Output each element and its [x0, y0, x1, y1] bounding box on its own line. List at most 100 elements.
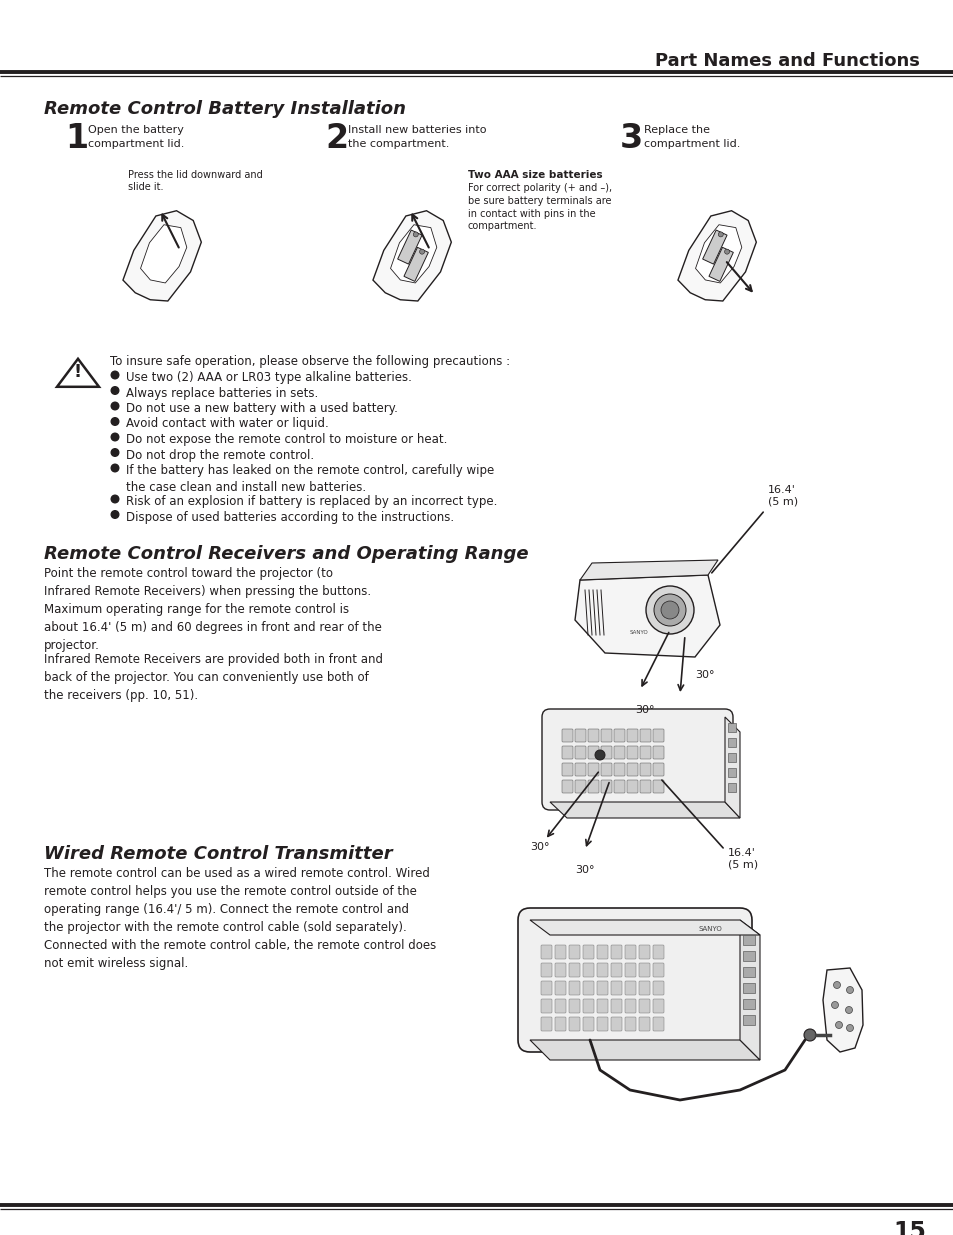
Circle shape — [112, 511, 119, 519]
FancyBboxPatch shape — [626, 746, 638, 760]
Text: SANYO: SANYO — [698, 926, 721, 932]
Text: Use two (2) AAA or LR03 type alkaline batteries.: Use two (2) AAA or LR03 type alkaline ba… — [126, 370, 412, 384]
FancyBboxPatch shape — [742, 967, 754, 977]
FancyBboxPatch shape — [597, 945, 607, 960]
FancyBboxPatch shape — [587, 763, 598, 776]
FancyBboxPatch shape — [639, 963, 649, 977]
Polygon shape — [57, 359, 99, 387]
FancyBboxPatch shape — [561, 746, 573, 760]
FancyBboxPatch shape — [652, 981, 663, 995]
FancyBboxPatch shape — [639, 729, 650, 742]
Text: 30°: 30° — [530, 842, 549, 852]
FancyBboxPatch shape — [555, 981, 565, 995]
Circle shape — [112, 417, 119, 425]
Text: 3: 3 — [619, 122, 642, 156]
FancyBboxPatch shape — [614, 763, 624, 776]
Circle shape — [112, 372, 119, 379]
FancyBboxPatch shape — [652, 729, 663, 742]
FancyBboxPatch shape — [517, 908, 751, 1052]
FancyBboxPatch shape — [639, 945, 649, 960]
FancyBboxPatch shape — [597, 981, 607, 995]
FancyBboxPatch shape — [652, 945, 663, 960]
FancyBboxPatch shape — [555, 1016, 565, 1031]
Text: Two AAA size batteries: Two AAA size batteries — [468, 170, 602, 180]
Circle shape — [112, 403, 119, 410]
Polygon shape — [822, 968, 862, 1052]
Text: 30°: 30° — [575, 864, 594, 876]
FancyBboxPatch shape — [610, 963, 621, 977]
Circle shape — [413, 232, 417, 237]
FancyBboxPatch shape — [639, 781, 650, 793]
FancyBboxPatch shape — [561, 781, 573, 793]
FancyBboxPatch shape — [626, 763, 638, 776]
FancyBboxPatch shape — [555, 999, 565, 1013]
FancyBboxPatch shape — [575, 763, 585, 776]
Circle shape — [112, 464, 119, 472]
FancyBboxPatch shape — [587, 781, 598, 793]
FancyBboxPatch shape — [639, 746, 650, 760]
FancyBboxPatch shape — [639, 763, 650, 776]
FancyBboxPatch shape — [582, 981, 594, 995]
Text: !: ! — [74, 363, 82, 382]
Text: Remote Control Battery Installation: Remote Control Battery Installation — [44, 100, 406, 119]
FancyBboxPatch shape — [582, 1016, 594, 1031]
FancyBboxPatch shape — [568, 1016, 579, 1031]
FancyBboxPatch shape — [541, 709, 732, 810]
Circle shape — [844, 1007, 852, 1014]
FancyBboxPatch shape — [610, 999, 621, 1013]
Text: Dispose of used batteries according to the instructions.: Dispose of used batteries according to t… — [126, 510, 454, 524]
FancyBboxPatch shape — [652, 781, 663, 793]
Polygon shape — [530, 920, 760, 935]
Circle shape — [112, 495, 119, 503]
Text: Wired Remote Control Transmitter: Wired Remote Control Transmitter — [44, 845, 393, 863]
Text: 1: 1 — [65, 122, 88, 156]
Text: Infrared Remote Receivers are provided both in front and
back of the projector. : Infrared Remote Receivers are provided b… — [44, 653, 382, 701]
FancyBboxPatch shape — [624, 981, 636, 995]
Text: Point the remote control toward the projector (to
Infrared Remote Receivers) whe: Point the remote control toward the proj… — [44, 567, 381, 652]
FancyBboxPatch shape — [561, 763, 573, 776]
Circle shape — [833, 982, 840, 988]
Circle shape — [718, 232, 722, 237]
Text: Install new batteries into
the compartment.: Install new batteries into the compartme… — [348, 125, 486, 148]
FancyBboxPatch shape — [742, 951, 754, 961]
Text: Always replace batteries in sets.: Always replace batteries in sets. — [126, 387, 318, 399]
Circle shape — [845, 987, 853, 993]
FancyBboxPatch shape — [626, 781, 638, 793]
Polygon shape — [373, 211, 451, 301]
Polygon shape — [724, 718, 740, 818]
Text: Do not use a new battery with a used battery.: Do not use a new battery with a used bat… — [126, 403, 397, 415]
FancyBboxPatch shape — [652, 763, 663, 776]
Polygon shape — [702, 230, 726, 264]
FancyBboxPatch shape — [540, 1016, 552, 1031]
Polygon shape — [695, 225, 741, 283]
FancyBboxPatch shape — [555, 945, 565, 960]
Text: Replace the
compartment lid.: Replace the compartment lid. — [643, 125, 740, 148]
Circle shape — [660, 601, 679, 619]
FancyBboxPatch shape — [540, 999, 552, 1013]
FancyBboxPatch shape — [575, 729, 585, 742]
FancyBboxPatch shape — [582, 945, 594, 960]
FancyBboxPatch shape — [727, 753, 735, 762]
Circle shape — [845, 1025, 853, 1031]
Text: 30°: 30° — [635, 705, 654, 715]
Text: 2: 2 — [325, 122, 348, 156]
FancyBboxPatch shape — [652, 1016, 663, 1031]
Circle shape — [724, 249, 729, 254]
Circle shape — [645, 585, 693, 634]
Text: If the battery has leaked on the remote control, carefully wipe
the case clean a: If the battery has leaked on the remote … — [126, 464, 494, 494]
FancyBboxPatch shape — [540, 963, 552, 977]
FancyBboxPatch shape — [626, 729, 638, 742]
FancyBboxPatch shape — [600, 746, 612, 760]
FancyBboxPatch shape — [742, 999, 754, 1009]
Polygon shape — [140, 225, 187, 283]
Polygon shape — [397, 230, 421, 264]
FancyBboxPatch shape — [624, 999, 636, 1013]
FancyBboxPatch shape — [597, 963, 607, 977]
FancyBboxPatch shape — [610, 981, 621, 995]
Circle shape — [419, 249, 424, 254]
FancyBboxPatch shape — [727, 722, 735, 732]
Polygon shape — [403, 247, 428, 282]
Circle shape — [112, 387, 119, 394]
FancyBboxPatch shape — [614, 781, 624, 793]
FancyBboxPatch shape — [727, 739, 735, 747]
